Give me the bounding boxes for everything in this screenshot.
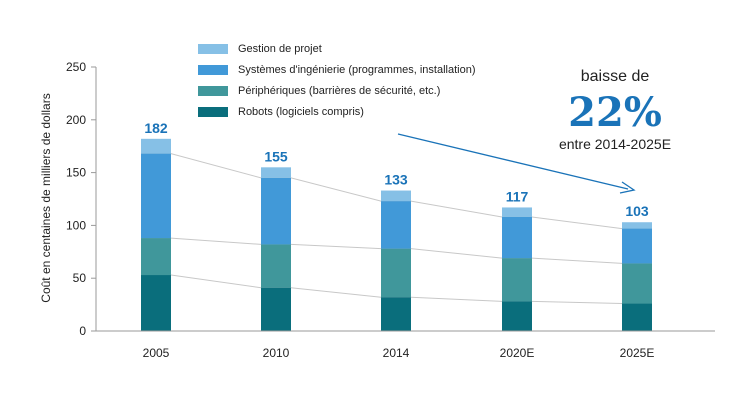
x-tick-label: 2025E: [620, 346, 655, 360]
x-tick-label: 2005: [143, 346, 170, 360]
y-tick-label: 0: [79, 324, 86, 338]
legend-item: Robots (logiciels compris): [198, 101, 475, 122]
bar-segment-2010-0: [261, 287, 291, 331]
legend-swatch: [198, 106, 228, 117]
decline-annotation: baisse de 22% entre 2014-2025E: [540, 66, 690, 154]
annotation-period: entre 2014-2025E: [558, 136, 672, 152]
trend-arrow: [397, 133, 636, 194]
bar-segment-2025e-3: [622, 222, 652, 229]
y-axis-title: Coût en centaines de milliers de dollars: [39, 93, 53, 302]
y-tick-label: 200: [66, 113, 86, 127]
bar-segment-2020e-1: [502, 258, 532, 302]
bar-segment-2020e-2: [502, 216, 532, 259]
legend-swatch: [198, 43, 228, 54]
total-label-2005: 182: [144, 120, 168, 136]
bar-segment-2014-1: [381, 248, 411, 298]
legend-label: Robots (logiciels compris): [238, 105, 364, 118]
legend-item: Gestion de projet: [198, 38, 475, 59]
total-labels: 182 155 133 117 103: [144, 120, 649, 219]
total-label-2025e: 103: [625, 203, 649, 219]
annotation-percentage: 22%: [568, 89, 662, 136]
annotation-line1: baisse de: [580, 68, 650, 85]
total-label-2010: 155: [264, 148, 288, 164]
y-tick-label: 250: [66, 60, 86, 74]
legend-swatch: [198, 85, 228, 96]
legend-swatch: [198, 64, 228, 75]
bar-segment-2014-3: [381, 190, 411, 202]
bars: [141, 138, 652, 331]
bar-segment-2005-1: [141, 238, 171, 276]
bar-segment-2014-2: [381, 201, 411, 249]
bar-segment-2020e-0: [502, 301, 532, 331]
bar-segment-2005-0: [141, 275, 171, 331]
total-label-2014: 133: [384, 172, 408, 188]
bar-segment-2014-0: [381, 297, 411, 331]
x-tick-label: 2020E: [500, 346, 535, 360]
legend-item: Systèmes d'ingénierie (programmes, insta…: [198, 59, 475, 80]
legend-label: Périphériques (barrières de sécurité, et…: [238, 84, 441, 97]
legend-label: Systèmes d'ingénierie (programmes, insta…: [238, 63, 476, 76]
x-tick-label: 2014: [383, 346, 410, 360]
bar-segment-2025e-2: [622, 228, 652, 264]
x-axis: 2005 2010 2014 2020E 2025E: [96, 330, 715, 360]
total-label-2020e: 117: [506, 188, 529, 204]
bar-segment-2020e-3: [502, 207, 532, 217]
legend-label: Gestion de projet: [238, 42, 322, 55]
bar-segment-2010-3: [261, 167, 291, 178]
bar-segment-2005-3: [141, 138, 171, 154]
y-tick-label: 150: [66, 166, 86, 180]
legend-item: Périphériques (barrières de sécurité, et…: [198, 80, 475, 101]
y-tick-label: 100: [66, 218, 86, 232]
bar-segment-2025e-1: [622, 263, 652, 304]
trend-arrow-head: [619, 181, 636, 194]
bar-segment-2005-2: [141, 153, 171, 239]
bar-segment-2025e-0: [622, 303, 652, 331]
legend: Gestion de projet Systèmes d'ingénierie (…: [198, 38, 475, 122]
bar-segment-2010-2: [261, 177, 291, 245]
y-tick-label: 50: [73, 271, 87, 285]
bar-segment-2010-1: [261, 244, 291, 288]
x-tick-label: 2010: [263, 346, 290, 360]
y-axis: 0 50 100 150 200 250: [66, 60, 97, 338]
trend-arrow-line: [397, 133, 629, 190]
